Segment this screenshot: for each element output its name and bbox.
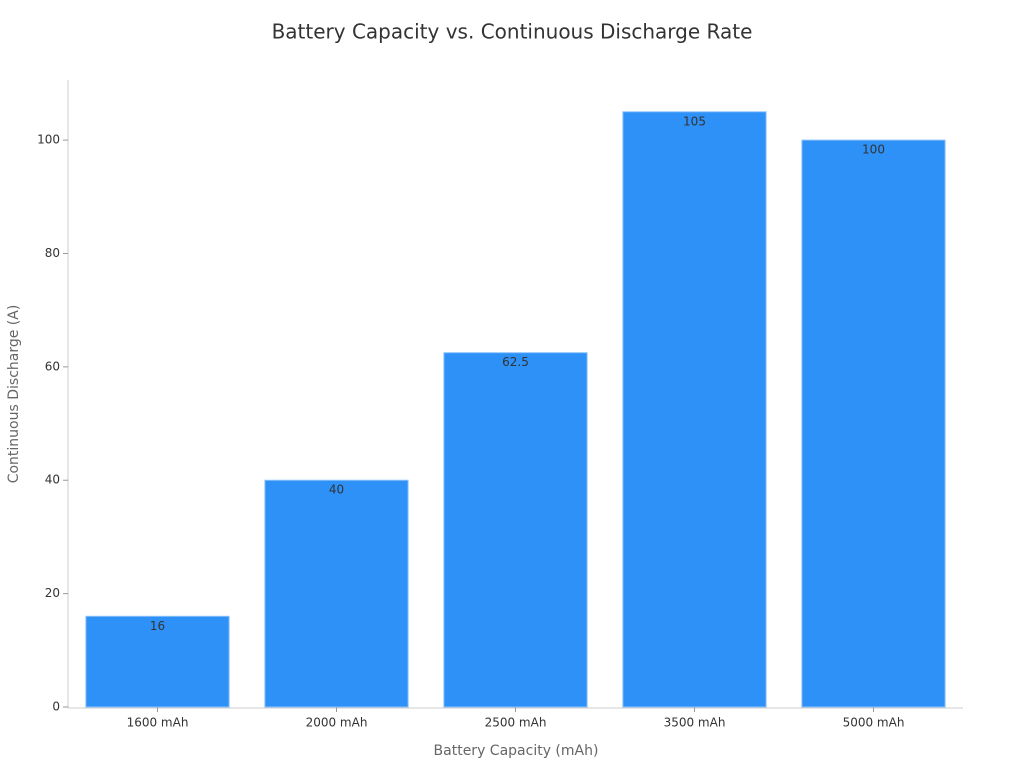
- x-axis-label: Battery Capacity (mAh): [434, 743, 599, 759]
- value-label: 62.5: [502, 355, 529, 369]
- bar: [85, 615, 230, 708]
- x-tick-label: 2000 mAh: [306, 716, 368, 730]
- x-tick-label: 3500 mAh: [664, 716, 726, 730]
- value-label: 105: [683, 114, 706, 128]
- y-tick-label: 0: [52, 700, 60, 714]
- bar: [264, 479, 409, 708]
- x-tick-label: 1600 mAh: [127, 716, 189, 730]
- y-tick-label: 60: [45, 359, 60, 373]
- value-label: 100: [862, 143, 885, 157]
- y-tick-label: 40: [45, 473, 60, 487]
- bar: [801, 139, 946, 708]
- bar: [622, 111, 767, 708]
- chart-title: Battery Capacity vs. Continuous Discharg…: [272, 20, 753, 44]
- x-tick-label: 5000 mAh: [843, 716, 905, 730]
- x-tick-label: 2500 mAh: [485, 716, 547, 730]
- value-label: 40: [329, 483, 344, 497]
- value-label: 16: [150, 619, 165, 633]
- bar: [443, 352, 588, 708]
- y-tick-label: 80: [45, 246, 60, 260]
- y-axis-label: Continuous Discharge (A): [6, 305, 22, 484]
- y-tick-label: 20: [45, 586, 60, 600]
- y-tick-label: 100: [37, 133, 60, 147]
